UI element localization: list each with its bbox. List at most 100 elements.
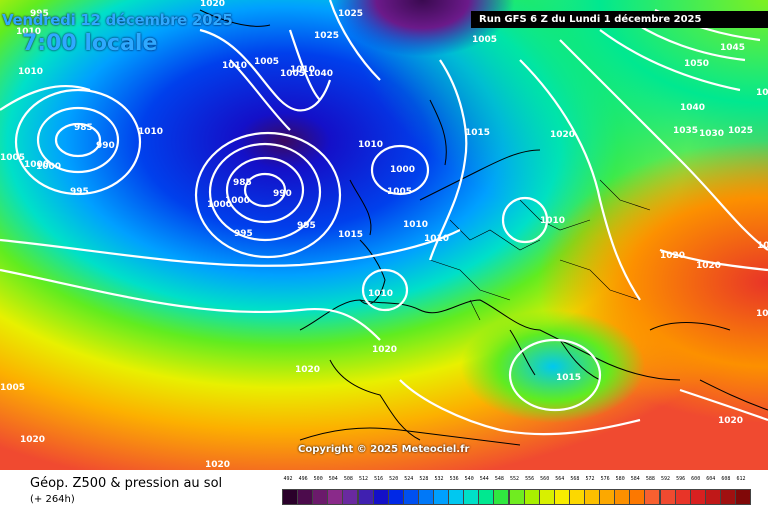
isobar-label: 1050 bbox=[684, 59, 709, 69]
isobar-label: 985 bbox=[233, 178, 252, 188]
legend-value-label: 564 bbox=[555, 476, 565, 482]
isobar-label: 1000 bbox=[225, 196, 250, 206]
legend-swatch bbox=[463, 489, 480, 505]
legend-swatch bbox=[433, 489, 450, 505]
z500-polar-vortex bbox=[0, 0, 768, 470]
legend-swatch bbox=[614, 489, 631, 505]
isobar-label: 1020 bbox=[757, 241, 768, 251]
legend-swatch bbox=[584, 489, 601, 505]
isobars bbox=[0, 0, 768, 434]
isobar-label: 1020 bbox=[756, 309, 768, 319]
legend-swatch bbox=[448, 489, 465, 505]
isobar-label: 985 bbox=[74, 123, 93, 133]
legend-swatch bbox=[629, 489, 646, 505]
legend-value-label: 604 bbox=[706, 476, 716, 482]
isobar-label: 1005 bbox=[280, 69, 305, 79]
isobar-label: 1040 bbox=[308, 69, 333, 79]
isobar-label: 1045 bbox=[720, 43, 745, 53]
forecast-local-time: 7:00 locale bbox=[22, 31, 158, 56]
isobar-label: 1025 bbox=[314, 31, 339, 41]
isobar-label: 995 bbox=[70, 187, 89, 197]
isobar-label: 1015 bbox=[338, 230, 363, 240]
isobar-label: 1005 bbox=[472, 35, 497, 45]
legend-value-label: 520 bbox=[389, 476, 399, 482]
isobar-label: 1005 bbox=[0, 153, 25, 163]
map-parameter-title: Géop. Z500 & pression au sol bbox=[30, 476, 223, 491]
isobar-label: 1025 bbox=[338, 9, 363, 19]
isobar-label: 1015 bbox=[465, 128, 490, 138]
legend-swatch bbox=[342, 489, 359, 505]
isobar-label: 1010 bbox=[424, 234, 449, 244]
legend-swatch bbox=[644, 489, 661, 505]
isobar-label: 1035 bbox=[673, 126, 698, 136]
isobar-label: 1010 bbox=[290, 65, 315, 75]
isobar-label: 1015 bbox=[756, 88, 768, 98]
legend-swatch bbox=[357, 489, 374, 505]
isobar-label: 1020 bbox=[205, 460, 230, 470]
isobar-label: 995 bbox=[297, 221, 316, 231]
legend-value-label: 532 bbox=[434, 476, 444, 482]
isobar-label: 1020 bbox=[696, 261, 721, 271]
map-canvas: 1020 1025 1005 995 1010 1010 1005 1025 1… bbox=[0, 0, 768, 470]
legend-value-label: 548 bbox=[494, 476, 504, 482]
legend-value-label: 588 bbox=[645, 476, 655, 482]
legend-swatch bbox=[372, 489, 389, 505]
legend-swatch bbox=[508, 489, 525, 505]
legend-swatch bbox=[689, 489, 706, 505]
legend-swatch bbox=[493, 489, 510, 505]
legend-value-label: 496 bbox=[298, 476, 308, 482]
legend-value-label: 600 bbox=[691, 476, 701, 482]
color-scale-legend: 492 496 500 504 508 512 516 520 524 528 532 536 540 5… bbox=[282, 476, 752, 508]
legend-value-label: 540 bbox=[464, 476, 474, 482]
legend-value-label: 580 bbox=[615, 476, 625, 482]
coastlines bbox=[199, 9, 768, 446]
forecast-lead-time: (+ 264h) bbox=[30, 494, 75, 505]
isobar-label: 1020 bbox=[372, 345, 397, 355]
country-borders bbox=[429, 179, 651, 321]
legend-value-label: 596 bbox=[676, 476, 686, 482]
pressure-labels: 1020 1025 1005 995 1010 1010 1005 1025 1… bbox=[0, 0, 768, 470]
legend-value-label: 524 bbox=[404, 476, 414, 482]
isobar-label: 1010 bbox=[368, 289, 393, 299]
legend-swatch bbox=[387, 489, 404, 505]
isobar-label: 1000 bbox=[207, 200, 232, 210]
isobar-label: 1000 bbox=[390, 165, 415, 175]
weather-map: 1020 1025 1005 995 1010 1010 1005 1025 1… bbox=[0, 0, 768, 470]
copyright-notice: Copyright © 2025 Meteociel.fr bbox=[298, 444, 470, 455]
legend-swatch bbox=[568, 489, 585, 505]
legend-swatch bbox=[327, 489, 344, 505]
legend-swatch bbox=[523, 489, 540, 505]
isobar-label: 1020 bbox=[550, 130, 575, 140]
isobar-label: 1030 bbox=[699, 129, 724, 139]
legend-swatch bbox=[599, 489, 616, 505]
isobar-label: 990 bbox=[273, 189, 292, 199]
legend-value-label: 552 bbox=[509, 476, 520, 482]
isobar-label: 1010 bbox=[16, 27, 41, 37]
legend-value-label: 556 bbox=[525, 476, 535, 482]
forecast-date: Vendredi 12 décembre 2025 bbox=[2, 11, 233, 29]
isobar-label: 1010 bbox=[540, 216, 565, 226]
legend-value-label: 576 bbox=[600, 476, 610, 482]
legend-swatch bbox=[478, 489, 495, 505]
legend-swatch bbox=[538, 489, 555, 505]
isobar-label: 1025 bbox=[728, 126, 753, 136]
isobar-label: 1020 bbox=[200, 0, 225, 9]
isobar-label: 1010 bbox=[358, 140, 383, 150]
legend-value-label: 612 bbox=[736, 476, 746, 482]
isobar-label: 1010 bbox=[18, 67, 43, 77]
isobar-label: 1020 bbox=[660, 251, 685, 261]
legend-value-label: 568 bbox=[570, 476, 580, 482]
legend-value-label: 528 bbox=[419, 476, 429, 482]
legend-value-label: 516 bbox=[374, 476, 384, 482]
legend-swatch bbox=[674, 489, 691, 505]
legend-swatch bbox=[402, 489, 419, 505]
isobar-label: 1000 bbox=[24, 160, 49, 170]
legend-value-label: 584 bbox=[630, 476, 640, 482]
isobar-label: 1005 bbox=[387, 187, 412, 197]
legend-swatch bbox=[312, 489, 329, 505]
legend-swatch bbox=[553, 489, 570, 505]
legend-value-label: 504 bbox=[328, 476, 338, 482]
isobar-label: 1005 bbox=[254, 57, 279, 67]
legend-swatch bbox=[417, 489, 434, 505]
legend-swatch bbox=[719, 489, 736, 505]
